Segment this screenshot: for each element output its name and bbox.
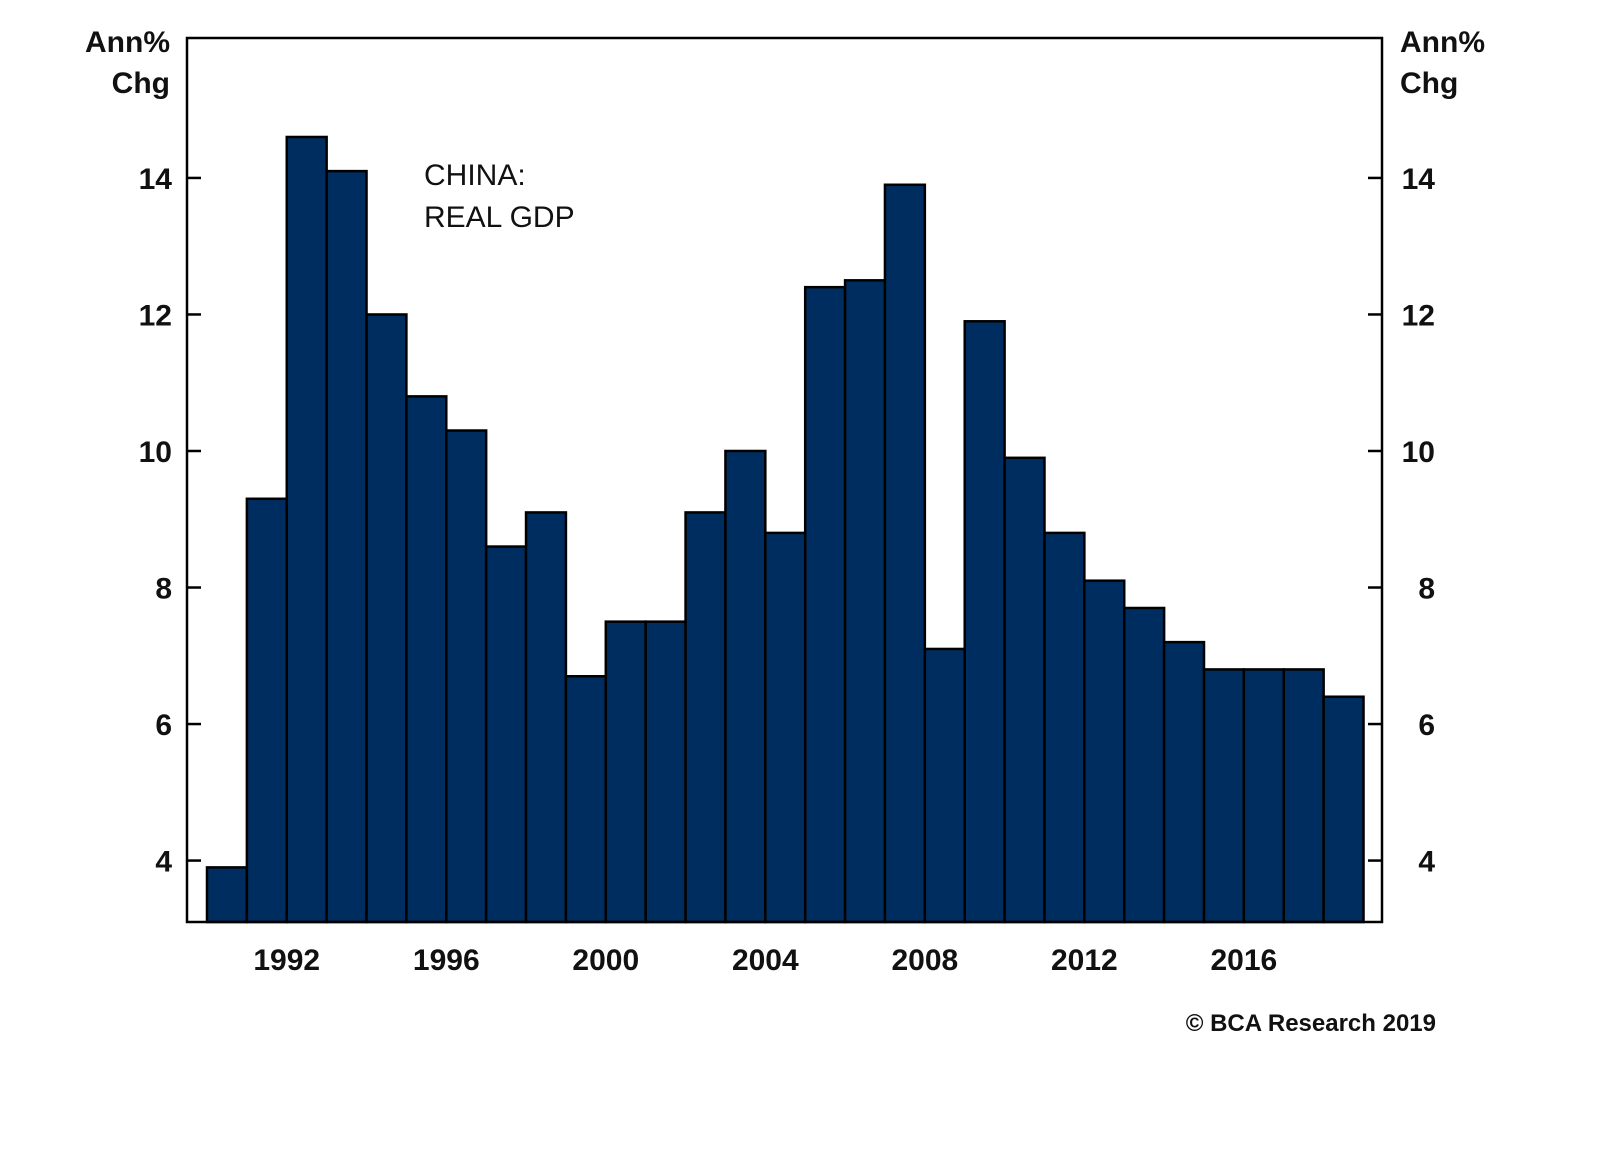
y-tick-label-left-6: 6 [155, 709, 172, 742]
bar-1994 [365, 313, 408, 924]
bar-2010 [1003, 456, 1046, 924]
bar-1991 [245, 497, 289, 924]
y-tick-label-left-10: 10 [139, 436, 172, 469]
x-tick-label-2012: 2012 [1051, 944, 1118, 977]
bar-2001 [644, 620, 687, 924]
bar-2017 [1282, 668, 1325, 924]
bar-2003 [724, 449, 767, 924]
y-tick-label-right-6: 6 [1418, 709, 1435, 742]
bar-2007 [883, 183, 927, 924]
bar-2000 [604, 620, 647, 924]
bar-2009 [963, 320, 1006, 924]
x-tick-label-2016: 2016 [1211, 944, 1278, 977]
y-axis-label-right-line2: Chg [1400, 67, 1458, 100]
y-tick-label-left-4: 4 [155, 846, 172, 879]
y-tick-label-left-8: 8 [155, 573, 172, 606]
x-tick-label-2004: 2004 [732, 944, 799, 977]
x-axis: 1992 1996 2000 2004 2008 2012 2016 [253, 944, 1277, 977]
y-axis-right: 4 6 8 10 12 14 [1368, 163, 1435, 879]
source-credit: © BCA Research 2019 [1186, 1010, 1436, 1037]
bar-2015 [1202, 668, 1246, 924]
y-tick-label-right-12: 12 [1402, 299, 1435, 332]
y-tick-label-right-4: 4 [1418, 846, 1435, 879]
bar-2012 [1083, 579, 1126, 924]
plot-frame [185, 36, 1384, 924]
bar-1995 [405, 395, 448, 924]
bar-1996 [445, 429, 488, 924]
y-tick-label-right-14: 14 [1402, 163, 1436, 196]
y-axis-label-left-line1: Ann% [85, 26, 170, 59]
bar-2002 [684, 511, 727, 924]
bar-1998 [524, 511, 568, 924]
y-tick-label-right-10: 10 [1402, 436, 1435, 469]
bar-1992 [285, 135, 328, 924]
y-tick-label-right-8: 8 [1418, 573, 1435, 606]
chart-annotation-line2: REAL GDP [424, 201, 575, 234]
bar-2011 [1043, 531, 1086, 924]
bar-2018 [1322, 695, 1365, 924]
x-tick-label-1996: 1996 [413, 944, 480, 977]
x-tick-label-2008: 2008 [891, 944, 958, 977]
y-axis-label-right-line1: Ann% [1400, 26, 1485, 59]
bar-2005 [803, 285, 847, 924]
y-axis-label-left-line2: Chg [112, 67, 170, 100]
bar-1999 [564, 675, 608, 924]
x-tick-label-1992: 1992 [253, 944, 320, 977]
bar-2004 [764, 531, 807, 924]
bar-1997 [484, 545, 528, 924]
y-tick-label-left-12: 12 [139, 299, 172, 332]
bar-2008 [923, 647, 966, 924]
chart-annotation-line1: CHINA: [424, 159, 526, 192]
bar-2016 [1242, 668, 1286, 924]
bars-group [205, 135, 1365, 924]
bar-2006 [843, 279, 887, 924]
y-axis-left: 4 6 8 10 12 14 [139, 163, 201, 879]
bar-2013 [1122, 606, 1166, 924]
y-tick-label-left-14: 14 [139, 163, 173, 196]
bar-1993 [325, 169, 368, 924]
bar-1990 [205, 866, 249, 924]
x-tick-label-2000: 2000 [572, 944, 639, 977]
bar-2014 [1162, 640, 1206, 924]
